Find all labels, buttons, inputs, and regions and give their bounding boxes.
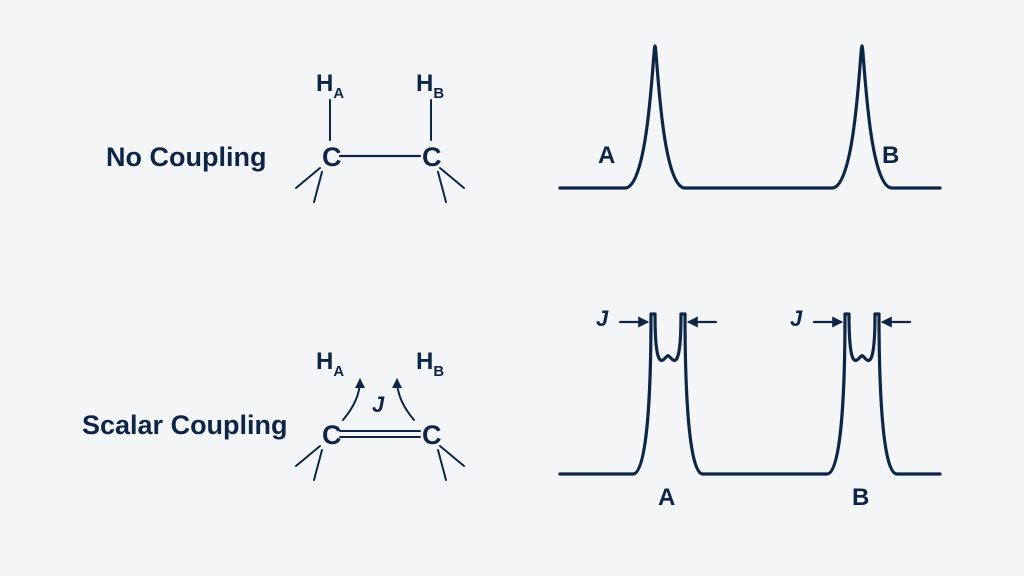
peak-label-B-1: B xyxy=(882,142,899,170)
peak-label-A-2: A xyxy=(658,484,675,512)
peak-label-A-1: A xyxy=(598,142,615,170)
diagram-svg xyxy=(0,0,1024,576)
atom-c1-2: C xyxy=(322,420,342,451)
atom-hb-2: HB xyxy=(416,348,444,379)
j-label-spectrum-1: J xyxy=(790,306,802,332)
j-label-molecule: J xyxy=(372,392,384,418)
j-label-spectrum-0: J xyxy=(596,306,608,332)
atom-ha-1: HA xyxy=(316,70,344,101)
atom-c2-1: C xyxy=(422,142,442,173)
peak-label-B-2: B xyxy=(852,484,869,512)
label-no-coupling: No Coupling xyxy=(106,142,266,173)
atom-c2-2: C xyxy=(422,420,442,451)
atom-ha-2: HA xyxy=(316,348,344,379)
atom-hb-1: HB xyxy=(416,70,444,101)
nmr-coupling-diagram: No Coupling HA HB C C A B Scalar Coupling HA HB C C… xyxy=(0,0,1024,576)
label-scalar-coupling: Scalar Coupling xyxy=(82,410,288,441)
atom-c1-1: C xyxy=(322,142,342,173)
